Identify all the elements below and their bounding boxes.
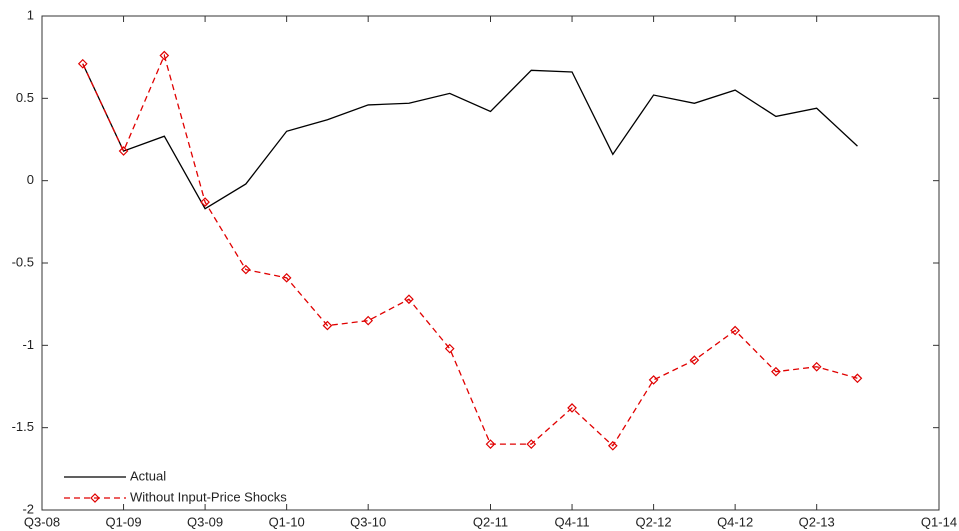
marker [485,439,496,449]
marker [567,403,577,413]
y-tick-label: 0.5 [16,90,34,105]
marker [607,440,618,451]
x-tick-label: Q2-12 [636,514,672,529]
legend-label: Actual [130,468,166,483]
marker [281,272,292,283]
y-tick-label: -2 [22,501,34,516]
marker [730,325,740,336]
x-tick-label: Q2-11 [473,514,508,529]
marker [77,58,88,69]
x-tick-label: Q3-09 [187,514,223,529]
marker [322,320,333,331]
x-tick-label: Q2-13 [799,514,835,529]
marker [363,315,374,326]
marker [526,439,537,449]
y-tick-label: -0.5 [12,254,34,269]
marker [648,375,659,385]
marker [811,361,822,372]
marker [241,264,251,275]
marker [771,366,781,377]
x-tick-label: Q3-10 [350,514,386,529]
marker [444,343,455,354]
marker [118,146,129,156]
marker [159,50,170,61]
marker [90,493,100,503]
y-tick-label: -1 [22,337,34,352]
series-line [82,63,858,210]
x-tick-label: Q4-12 [717,514,753,529]
marker [852,373,863,384]
plot-frame [41,15,940,511]
marker [404,294,414,305]
legend-label: Without Input-Price Shocks [130,489,287,504]
y-tick-label: 0 [27,172,34,187]
series-line [82,53,858,447]
marker [200,197,210,207]
y-tick-label: -1.5 [12,419,34,434]
y-tick-label: 1 [27,7,34,22]
x-tick-label: Q3-08 [24,514,60,529]
x-tick-label: Q1-14 [921,514,957,529]
x-tick-label: Q4-11 [554,514,589,529]
marker [689,355,700,366]
x-tick-label: Q1-09 [105,514,141,529]
x-tick-label: Q1-10 [269,514,305,529]
